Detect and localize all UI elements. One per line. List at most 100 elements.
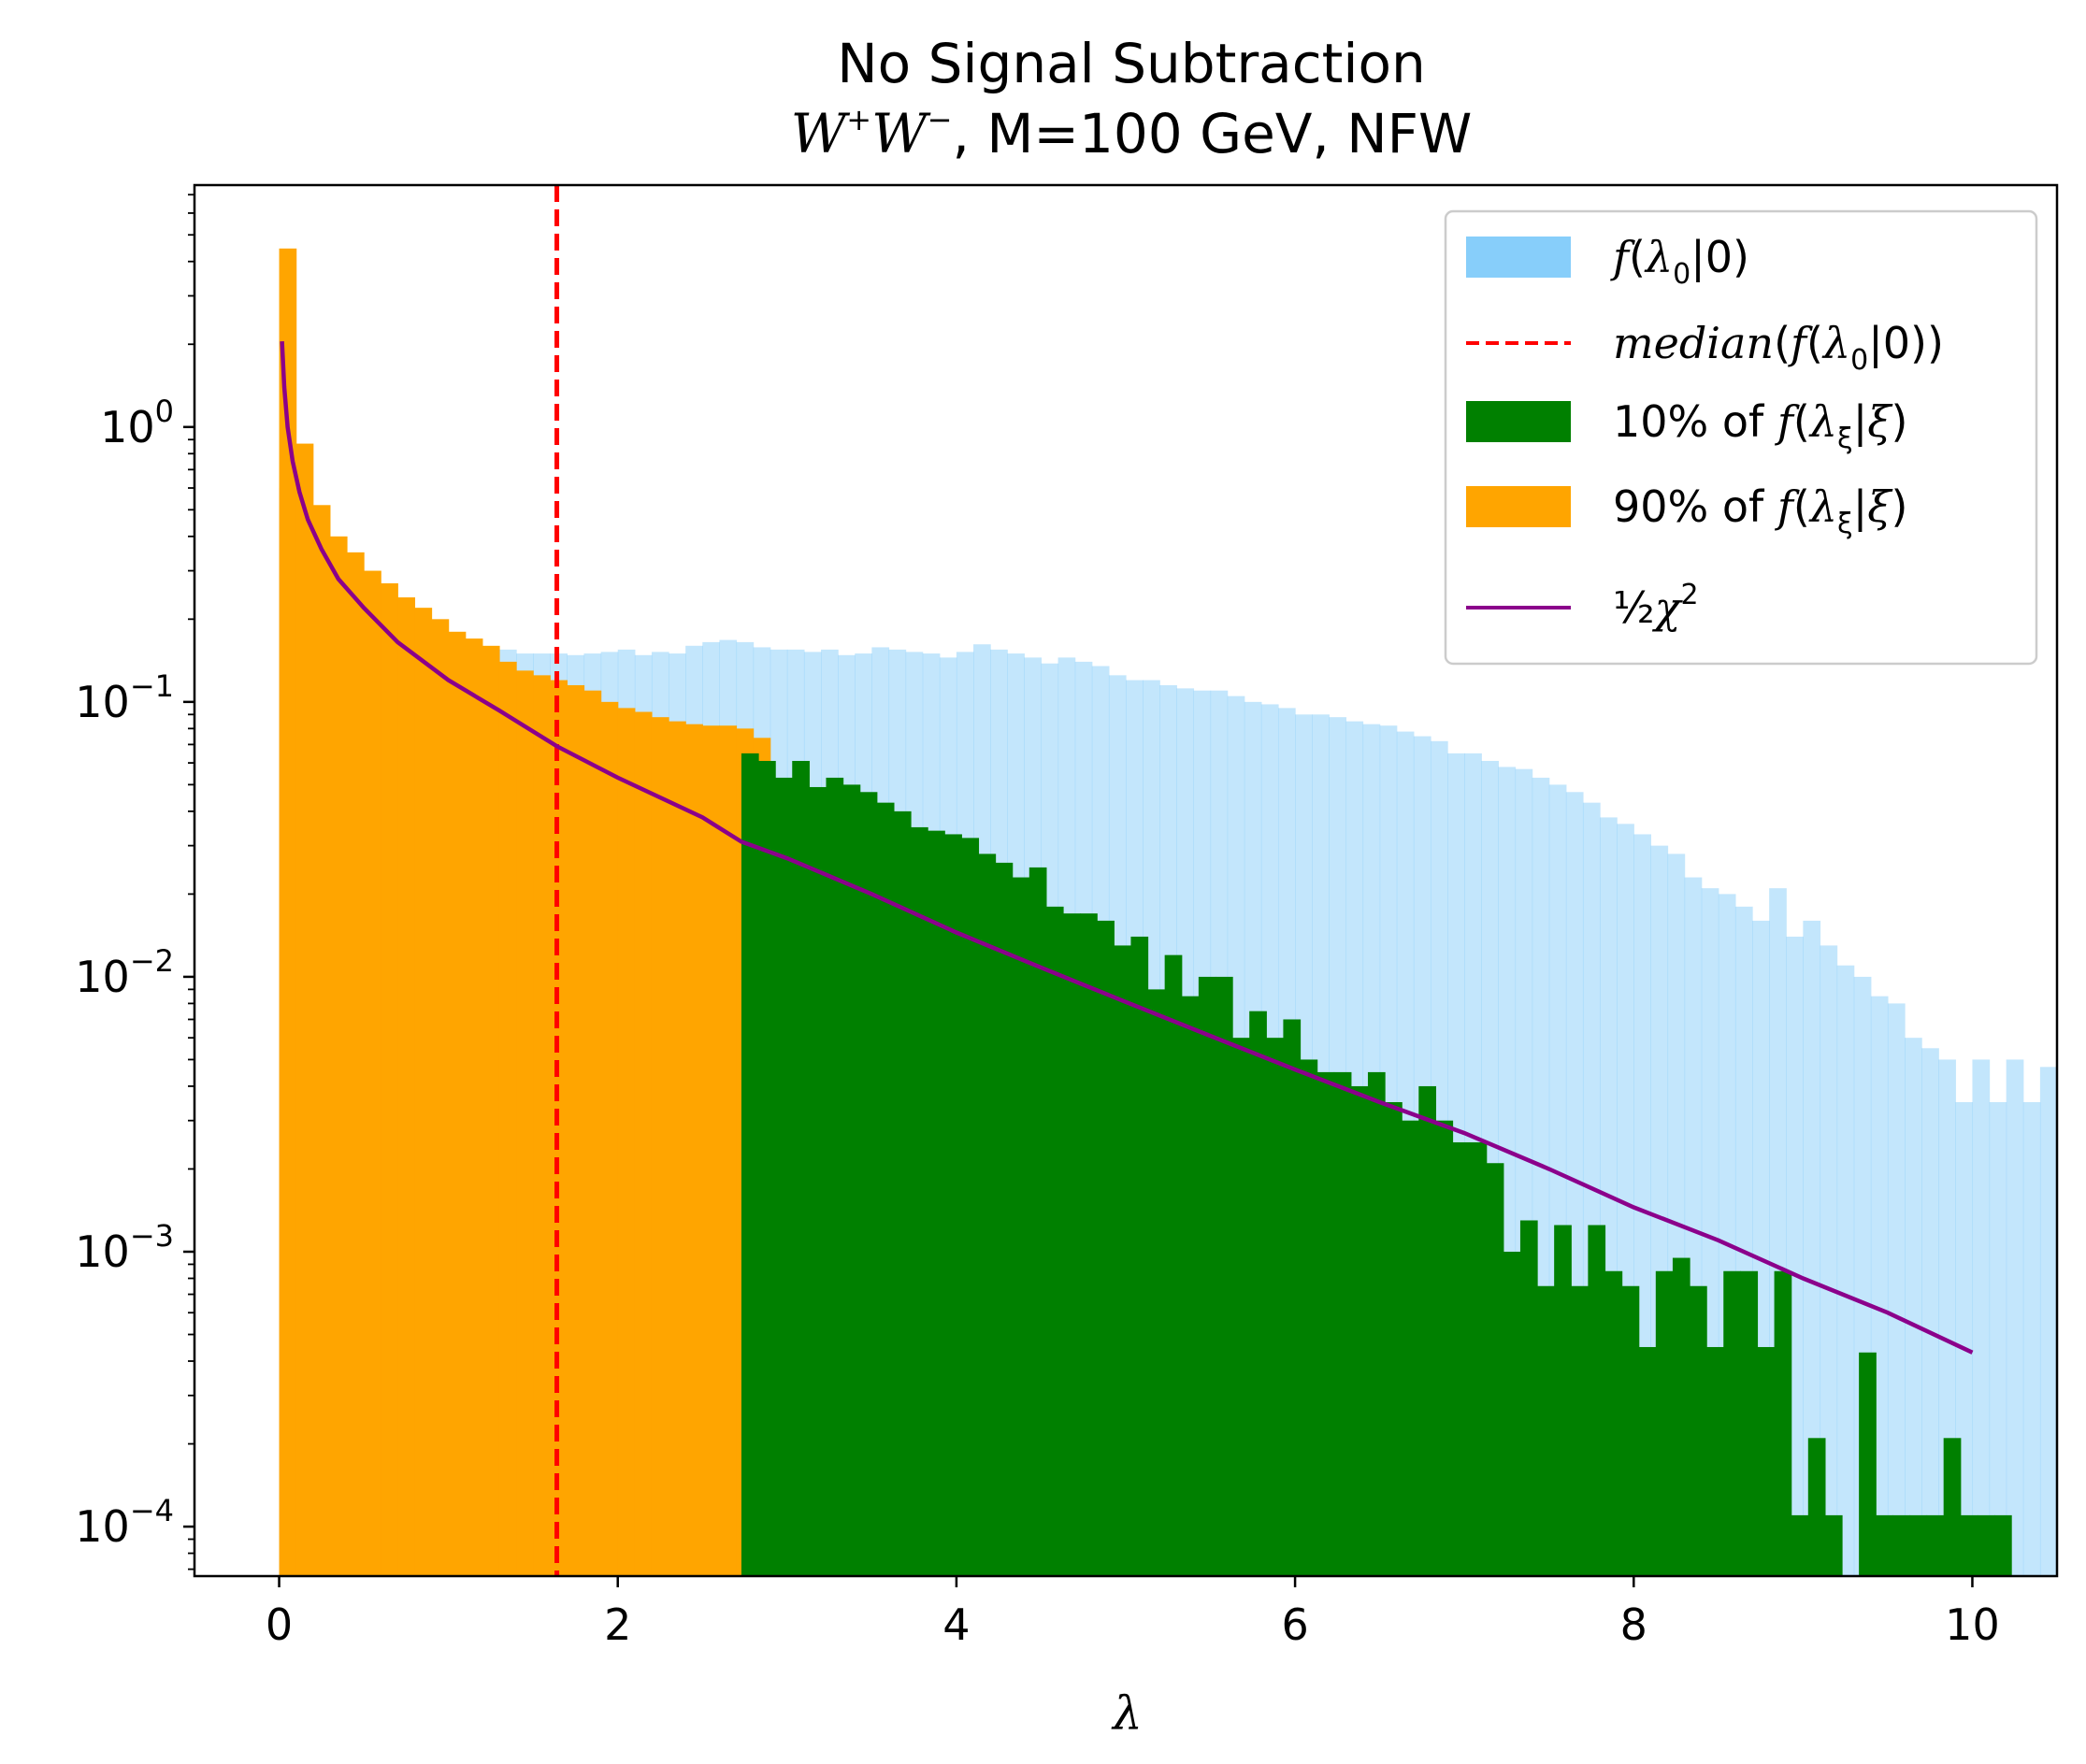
tail-hist-bar [1418, 1085, 1436, 1576]
tail-hist-bar [1486, 1163, 1504, 1576]
tail-hist-bar [1588, 1225, 1606, 1576]
tail-hist-bar [1791, 1514, 1809, 1576]
tail-hist-bar [1350, 1085, 1369, 1576]
tail-hist-bar [1554, 1225, 1572, 1576]
tail-hist-bar [1859, 1352, 1877, 1576]
tail-hist-bar [944, 834, 962, 1576]
y-tick-label: 10−2 [75, 943, 174, 1002]
background-hist-bar [2022, 1102, 2041, 1576]
bulk-hist-bar [567, 685, 585, 1576]
tail-hist-bar [1723, 1270, 1741, 1576]
bulk-hist-bar [414, 608, 433, 1576]
tail-hist-bar [1876, 1514, 1893, 1576]
tail-hist-bar [1062, 913, 1081, 1576]
tail-hist-bar [1045, 906, 1064, 1576]
legend-label: f(λ0|0) [1610, 232, 1749, 291]
bulk-hist-bar [685, 724, 703, 1576]
tail-hist-bar [995, 862, 1014, 1576]
chart-title: No Signal Subtraction [837, 32, 1425, 95]
tail-hist-bar [1114, 945, 1132, 1576]
background-hist-bar [1921, 1048, 1939, 1576]
tail-hist-bar [1824, 1514, 1843, 1576]
tail-hist-bar [1519, 1220, 1538, 1576]
tail-hist-bar [859, 792, 878, 1576]
tail-hist-bar [1130, 936, 1149, 1576]
legend: f(λ0|0) median(f(λ0|0)) 10% of f(λξ|ξ) 90% … [1444, 209, 2038, 666]
legend-label: 90% of f(λξ|ξ) [1613, 481, 1908, 540]
bulk-hist-bar [617, 708, 636, 1576]
tail-hist-bar [1283, 1019, 1302, 1576]
tail-hist-bar [775, 777, 793, 1576]
legend-label: 10% of f(λξ|ξ) [1613, 396, 1908, 455]
background-hist-bar [1803, 920, 1821, 1576]
tail-hist-bar [1097, 920, 1115, 1576]
tail-hist-bar [1740, 1270, 1759, 1576]
axes-frame [193, 183, 2059, 1578]
chart-subtitle: W+W−, M=100 GeV, NFW [791, 102, 1473, 165]
tail-hist-bar [1757, 1346, 1776, 1576]
tail-hist-bar [1706, 1346, 1724, 1576]
tail-hist-bar [758, 760, 776, 1576]
tail-hist-bar [893, 810, 912, 1576]
tail-hist-bar [842, 784, 861, 1576]
tail-hist-bar [1469, 1141, 1488, 1576]
background-hist-bar [1836, 965, 1855, 1576]
plot-area [279, 185, 2086, 1576]
axes: 0 2 4 6 8 10 100 10−1 10−2 10−3 10−4 [75, 183, 2059, 1650]
chi2-curve [280, 340, 1974, 1355]
tail-hist-bar [928, 830, 945, 1576]
tail-hist-bar [1655, 1270, 1674, 1576]
tail-hist-bar [826, 777, 844, 1576]
legend-label: median(f(λ0|0)) [1613, 318, 1944, 377]
tail-hist-bar [1638, 1346, 1657, 1576]
background-hist-bar [2057, 1121, 2075, 1576]
tail-hist-bar [1571, 1285, 1589, 1576]
bulk-hist-bar [295, 443, 314, 1576]
tail-hist-bar [1215, 976, 1233, 1576]
tail-hist-bar [1672, 1257, 1690, 1576]
legend-swatch-tail [1466, 401, 1571, 442]
tail-hist-bar [1435, 1120, 1454, 1576]
tail-hist-bar [911, 826, 928, 1576]
tail-hist-bar [876, 802, 895, 1576]
bulk-hist-bar [346, 552, 365, 1576]
bulk-hist-bar [550, 680, 568, 1576]
bulk-hist-bar [533, 675, 551, 1576]
tail-hist-bar [1604, 1270, 1623, 1576]
x-tick-label: 0 [266, 1599, 293, 1650]
tail-hist-bar [1249, 1011, 1267, 1576]
tail-hist-bar [1266, 1038, 1285, 1576]
legend-label: ½χ2 [1613, 579, 1699, 633]
tail-hist-bar [1232, 1038, 1250, 1576]
x-axis-label: λ [1111, 1686, 1143, 1741]
tail-hist-bar [1300, 1059, 1318, 1576]
tail-hist-bar [1164, 954, 1183, 1576]
bulk-hist-bar [364, 570, 381, 1576]
background-hist-bar [1905, 1038, 1922, 1576]
bulk-hist-bar [702, 725, 720, 1576]
bulk-hist-bar [651, 717, 669, 1576]
x-tick-label: 10 [1945, 1599, 2000, 1650]
x-tick-label: 4 [942, 1599, 970, 1650]
x-tick-label: 8 [1620, 1599, 1647, 1650]
background-hist-bar [2074, 1121, 2086, 1576]
background-hist-bar [2039, 1067, 2057, 1576]
background-hist-bar [1820, 945, 1838, 1576]
legend-box [1444, 209, 2038, 666]
tail-hist-bar [1080, 913, 1098, 1576]
background-hist-bar [1972, 1059, 1991, 1576]
tail-hist-bar [961, 838, 980, 1576]
legend-swatch-bulk [1466, 486, 1571, 527]
tail-hist-bar [809, 786, 827, 1576]
bulk-hist-bar [431, 619, 450, 1576]
bulk-hist-bar [516, 670, 534, 1576]
tail-hist-bar [792, 760, 810, 1576]
tail-hist-bar [1690, 1285, 1707, 1576]
x-tick-label: 2 [604, 1599, 631, 1650]
tail-hist-bar [1943, 1438, 1962, 1576]
tail-hist-bar [1977, 1514, 1995, 1576]
tail-hist-bar [1012, 877, 1030, 1576]
tail-hist-bar [1807, 1438, 1826, 1576]
tail-hist-bar [1198, 976, 1216, 1576]
